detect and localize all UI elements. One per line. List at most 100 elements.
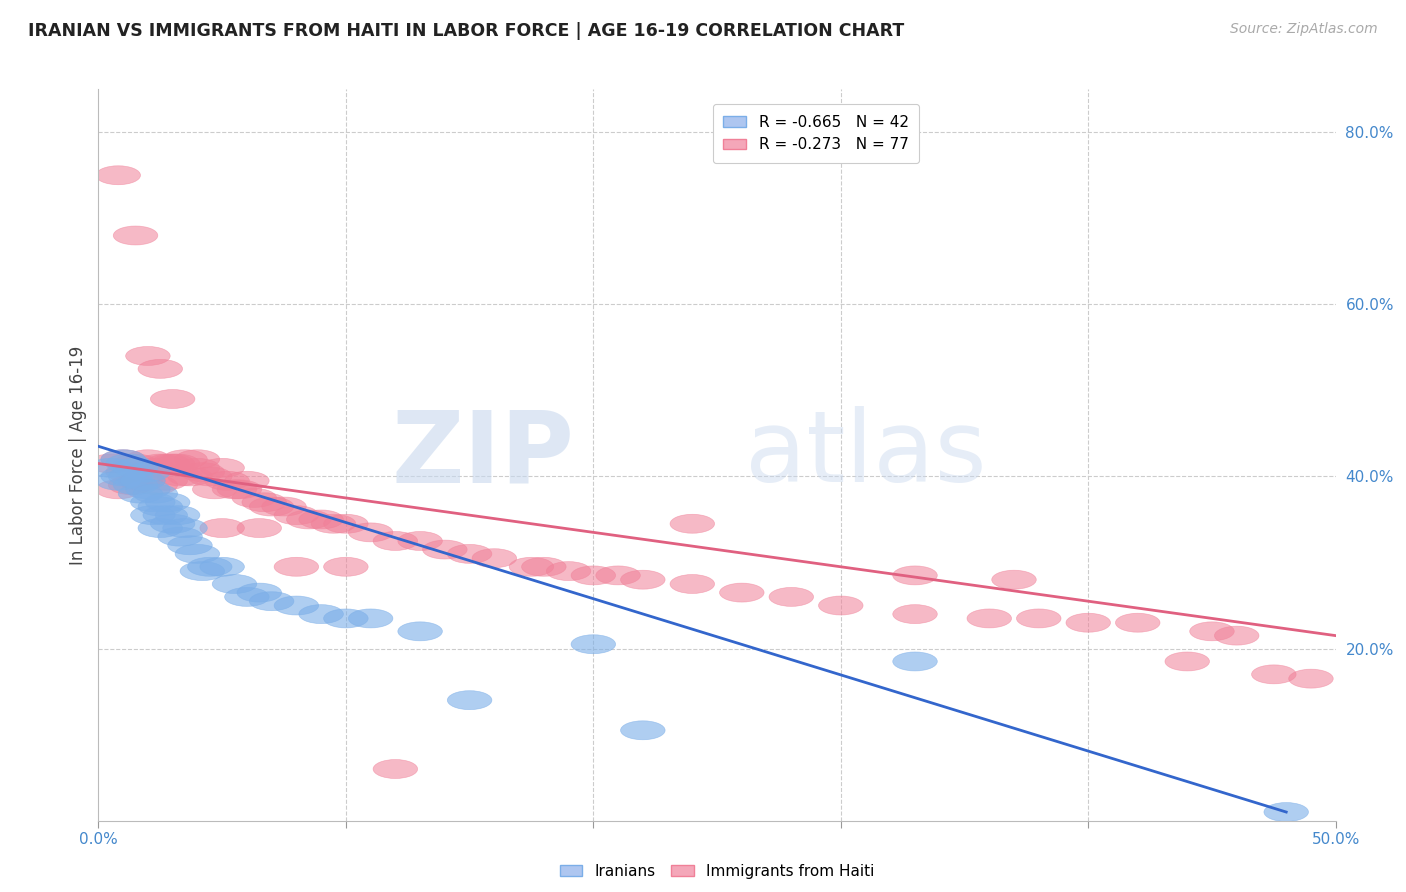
Ellipse shape	[138, 359, 183, 378]
Ellipse shape	[447, 690, 492, 710]
Ellipse shape	[143, 471, 187, 491]
Ellipse shape	[101, 450, 145, 468]
Ellipse shape	[131, 458, 176, 477]
Ellipse shape	[114, 226, 157, 245]
Ellipse shape	[205, 471, 249, 491]
Ellipse shape	[121, 471, 166, 491]
Ellipse shape	[105, 454, 150, 473]
Ellipse shape	[547, 562, 591, 581]
Ellipse shape	[323, 609, 368, 628]
Ellipse shape	[225, 471, 269, 491]
Ellipse shape	[212, 574, 257, 593]
Ellipse shape	[138, 518, 183, 538]
Ellipse shape	[176, 450, 219, 468]
Text: ZIP: ZIP	[392, 407, 575, 503]
Ellipse shape	[1066, 614, 1111, 632]
Ellipse shape	[150, 454, 195, 473]
Ellipse shape	[125, 480, 170, 499]
Ellipse shape	[101, 467, 145, 486]
Ellipse shape	[1115, 614, 1160, 632]
Ellipse shape	[101, 450, 145, 468]
Ellipse shape	[180, 463, 225, 482]
Ellipse shape	[217, 480, 262, 499]
Ellipse shape	[180, 562, 225, 581]
Ellipse shape	[187, 558, 232, 576]
Ellipse shape	[187, 467, 232, 486]
Ellipse shape	[167, 467, 212, 486]
Ellipse shape	[398, 532, 443, 550]
Ellipse shape	[509, 558, 554, 576]
Ellipse shape	[89, 458, 134, 477]
Ellipse shape	[323, 558, 368, 576]
Ellipse shape	[991, 570, 1036, 589]
Ellipse shape	[571, 566, 616, 585]
Ellipse shape	[249, 497, 294, 516]
Ellipse shape	[96, 166, 141, 185]
Ellipse shape	[349, 609, 392, 628]
Ellipse shape	[155, 506, 200, 524]
Ellipse shape	[323, 515, 368, 533]
Ellipse shape	[118, 484, 163, 503]
Ellipse shape	[373, 760, 418, 779]
Ellipse shape	[125, 346, 170, 366]
Ellipse shape	[114, 454, 157, 473]
Ellipse shape	[114, 458, 157, 477]
Ellipse shape	[176, 544, 219, 564]
Ellipse shape	[134, 484, 177, 503]
Ellipse shape	[121, 471, 166, 491]
Ellipse shape	[818, 596, 863, 615]
Ellipse shape	[145, 454, 190, 473]
Ellipse shape	[225, 588, 269, 607]
Ellipse shape	[274, 506, 319, 524]
Ellipse shape	[176, 458, 219, 477]
Ellipse shape	[157, 467, 202, 486]
Legend: Iranians, Immigrants from Haiti: Iranians, Immigrants from Haiti	[553, 855, 882, 886]
Ellipse shape	[620, 570, 665, 589]
Ellipse shape	[671, 515, 714, 533]
Ellipse shape	[1017, 609, 1062, 628]
Ellipse shape	[893, 605, 938, 624]
Ellipse shape	[274, 596, 319, 615]
Ellipse shape	[193, 480, 238, 499]
Ellipse shape	[118, 471, 163, 491]
Ellipse shape	[398, 622, 443, 640]
Ellipse shape	[620, 721, 665, 739]
Ellipse shape	[105, 463, 150, 482]
Ellipse shape	[96, 471, 141, 491]
Ellipse shape	[163, 450, 207, 468]
Text: Source: ZipAtlas.com: Source: ZipAtlas.com	[1230, 22, 1378, 37]
Ellipse shape	[1264, 803, 1309, 822]
Ellipse shape	[232, 489, 277, 508]
Ellipse shape	[893, 652, 938, 671]
Ellipse shape	[967, 609, 1011, 628]
Ellipse shape	[720, 583, 763, 602]
Ellipse shape	[138, 454, 183, 473]
Ellipse shape	[96, 480, 141, 499]
Ellipse shape	[769, 588, 814, 607]
Ellipse shape	[200, 518, 245, 538]
Y-axis label: In Labor Force | Age 16-19: In Labor Force | Age 16-19	[69, 345, 87, 565]
Ellipse shape	[108, 467, 153, 486]
Ellipse shape	[299, 510, 343, 529]
Ellipse shape	[125, 463, 170, 482]
Ellipse shape	[242, 492, 287, 512]
Ellipse shape	[108, 475, 153, 494]
Ellipse shape	[522, 558, 567, 576]
Ellipse shape	[596, 566, 640, 585]
Ellipse shape	[155, 454, 200, 473]
Text: atlas: atlas	[745, 407, 987, 503]
Ellipse shape	[373, 532, 418, 550]
Ellipse shape	[893, 566, 938, 585]
Ellipse shape	[262, 497, 307, 516]
Ellipse shape	[238, 518, 281, 538]
Ellipse shape	[163, 518, 207, 538]
Ellipse shape	[131, 492, 176, 512]
Ellipse shape	[131, 506, 176, 524]
Ellipse shape	[212, 480, 257, 499]
Ellipse shape	[1251, 665, 1296, 684]
Ellipse shape	[150, 390, 195, 409]
Ellipse shape	[1166, 652, 1209, 671]
Ellipse shape	[423, 541, 467, 559]
Ellipse shape	[143, 506, 187, 524]
Ellipse shape	[150, 515, 195, 533]
